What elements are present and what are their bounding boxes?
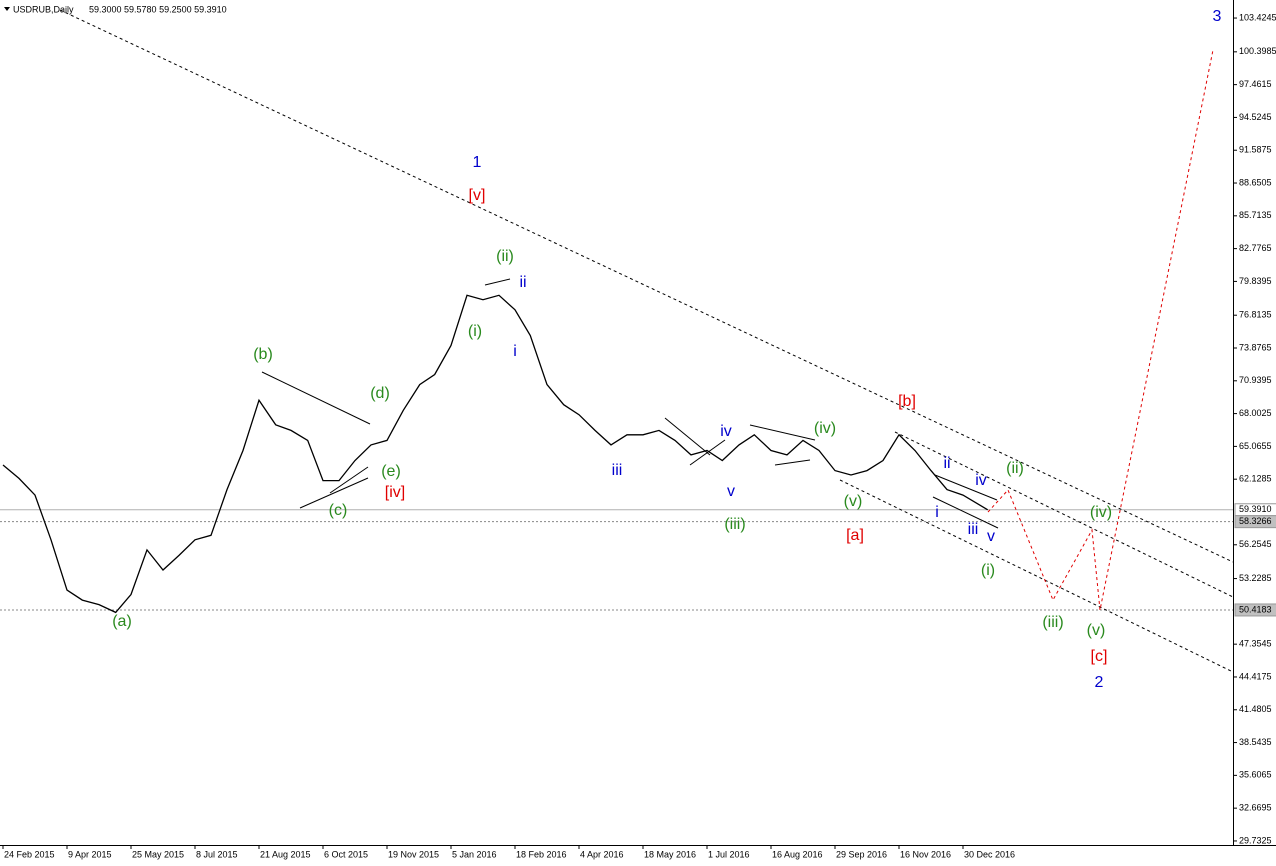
wave-label: (ii) <box>1006 460 1024 477</box>
y-tick-label: 82.7765 <box>1239 243 1272 253</box>
wave-label: ii <box>943 455 950 472</box>
wave-label: iv <box>975 472 987 489</box>
wave-label: 1 <box>473 154 482 171</box>
ohlc-text: 59.3000 59.5780 59.2500 59.3910 <box>89 4 227 14</box>
x-tick-label: 29 Sep 2016 <box>836 849 887 859</box>
y-tick-label: 79.8395 <box>1239 276 1272 286</box>
y-tick-label: 97.4615 <box>1239 79 1272 89</box>
trend-line <box>59 9 1234 563</box>
wave-line <box>934 474 998 501</box>
y-tick-label: 73.8765 <box>1239 342 1272 352</box>
x-tick-label: 21 Aug 2015 <box>260 849 311 859</box>
trend-line <box>839 479 1234 673</box>
y-tick-label: 85.7135 <box>1239 210 1272 220</box>
wave-label: (d) <box>370 385 390 402</box>
wave-line <box>664 417 711 456</box>
y-tick-label: 41.4805 <box>1239 704 1272 714</box>
price-label: 59.3910 <box>1239 504 1272 514</box>
y-tick-label: 56.2545 <box>1239 539 1272 549</box>
wave-label: [v] <box>469 187 486 204</box>
projection <box>987 49 1214 611</box>
y-tick-label: 65.0655 <box>1239 441 1272 451</box>
y-tick-label: 68.0025 <box>1239 408 1272 418</box>
x-tick-label: 4 Apr 2016 <box>580 849 624 859</box>
y-tick-label: 70.9395 <box>1239 375 1272 385</box>
wave-label: (i) <box>468 323 482 340</box>
wave-label: v <box>987 528 995 545</box>
wave-label: iv <box>720 423 732 440</box>
y-tick-label: 103.4245 <box>1239 12 1276 22</box>
y-tick-label: 91.5875 <box>1239 145 1272 155</box>
trend-line <box>894 431 1234 598</box>
price-label-box <box>1234 603 1276 617</box>
wave-line <box>932 496 999 529</box>
y-tick-label: 32.6695 <box>1239 803 1272 813</box>
wave-label: ii <box>519 274 526 291</box>
wave-label: [iv] <box>385 484 405 501</box>
wave-label: (i) <box>981 562 995 579</box>
x-tick-label: 25 May 2015 <box>132 849 184 859</box>
wave-label: (v) <box>844 493 863 510</box>
x-tick-label: 16 Aug 2016 <box>772 849 823 859</box>
wave-line <box>689 439 726 466</box>
x-tick-label: 18 May 2016 <box>644 849 696 859</box>
y-tick-label: 47.3545 <box>1239 639 1272 649</box>
wave-label: [b] <box>898 393 916 410</box>
wave-label: (iv) <box>1090 504 1112 521</box>
wave-label: (e) <box>381 463 401 480</box>
wave-label: 2 <box>1095 674 1104 691</box>
wave-line <box>329 466 369 494</box>
x-tick-label: 19 Nov 2015 <box>388 849 439 859</box>
wave-label: (b) <box>253 346 273 363</box>
x-tick-label: 8 Jul 2015 <box>196 849 238 859</box>
wave-line <box>484 278 511 286</box>
y-tick-label: 88.6505 <box>1239 177 1272 187</box>
y-tick-label: 100.3985 <box>1239 46 1276 56</box>
wave-label: iii <box>968 521 979 538</box>
wave-label: [c] <box>1091 648 1108 665</box>
wave-label: (c) <box>329 502 348 519</box>
price-label: 58.3266 <box>1239 516 1272 526</box>
x-tick-label: 1 Jul 2016 <box>708 849 750 859</box>
y-tick-label: 38.5435 <box>1239 737 1272 747</box>
x-tick-label: 24 Feb 2015 <box>4 849 55 859</box>
x-tick-label: 16 Nov 2016 <box>900 849 951 859</box>
wave-label: v <box>727 483 735 500</box>
menu-icon[interactable] <box>4 7 10 11</box>
wave-label: iii <box>612 462 623 479</box>
y-tick-label: 35.6065 <box>1239 770 1272 780</box>
wave-label: (v) <box>1087 622 1106 639</box>
x-tick-label: 6 Oct 2015 <box>324 849 368 859</box>
wave-label: (iii) <box>724 516 745 533</box>
x-tick-label: 5 Jan 2016 <box>452 849 497 859</box>
y-tick-label: 76.8135 <box>1239 310 1272 320</box>
wave-line <box>749 424 816 441</box>
price-label: 50.4183 <box>1239 604 1272 614</box>
wave-label: 3 <box>1213 8 1222 25</box>
x-tick-label: 9 Apr 2015 <box>68 849 112 859</box>
wave-label: [a] <box>846 527 864 544</box>
wave-line <box>299 477 369 509</box>
chart-title: USDRUB,Daily <box>13 4 74 14</box>
wave-label: (iv) <box>814 420 836 437</box>
wave-line <box>261 371 371 425</box>
wave-label: (a) <box>112 613 132 630</box>
wave-label: (iii) <box>1042 614 1063 631</box>
price-label-box <box>1234 515 1276 529</box>
y-tick-label: 53.2285 <box>1239 573 1272 583</box>
wave-label: i <box>935 504 939 521</box>
y-tick-label: 44.4175 <box>1239 671 1272 681</box>
price-line-series <box>2 294 989 614</box>
y-tick-label: 29.7325 <box>1239 835 1272 845</box>
wave-label: i <box>513 343 517 360</box>
wave-label: (ii) <box>496 248 514 265</box>
wave-line <box>774 459 811 466</box>
x-tick-label: 30 Dec 2016 <box>964 849 1015 859</box>
x-tick-label: 18 Feb 2016 <box>516 849 567 859</box>
y-tick-label: 94.5245 <box>1239 112 1272 122</box>
y-tick-label: 62.1285 <box>1239 474 1272 484</box>
